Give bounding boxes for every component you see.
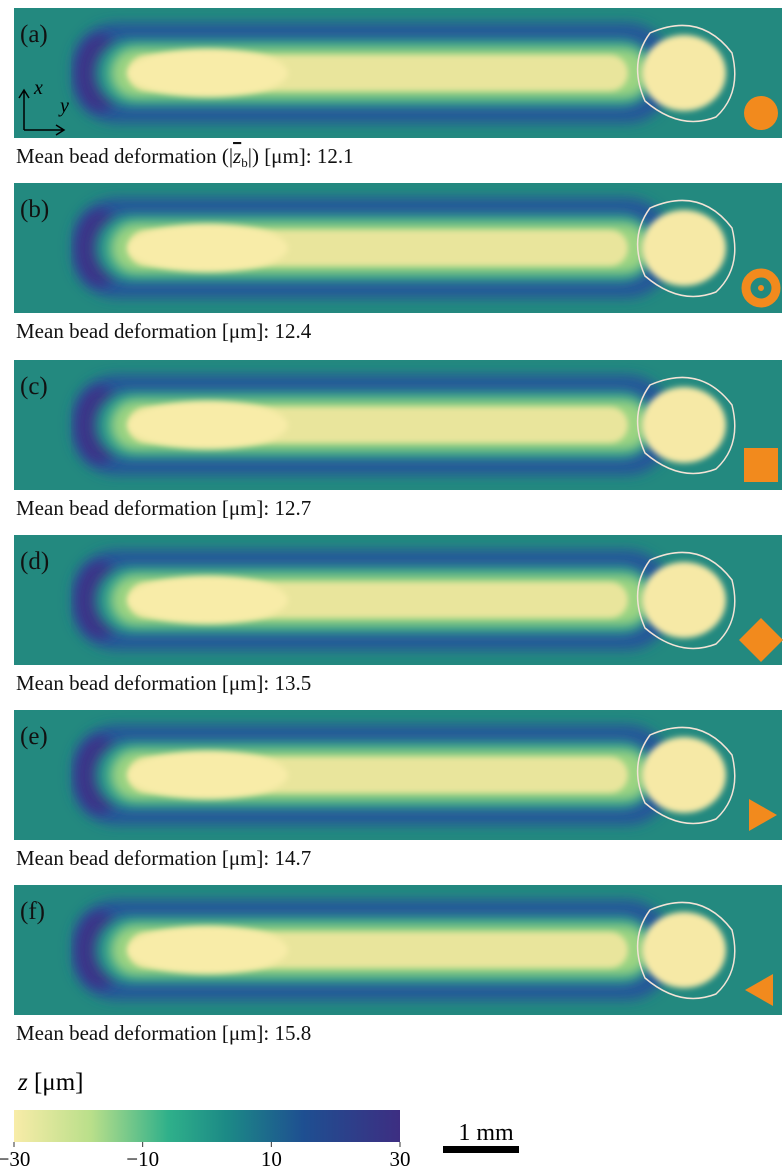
panel: (b) Mean bead deformation [μm]: 12.4 — [14, 183, 782, 343]
symbol: z — [232, 144, 241, 168]
colorbar-tick-label: −30 — [0, 1147, 30, 1168]
colorbar-tick-label: 30 — [390, 1147, 411, 1168]
marker — [744, 96, 778, 130]
caption-unit: [μm]: — [222, 671, 269, 695]
bead-head — [642, 562, 726, 638]
panel: (d) Mean bead deformation [μm]: 13.5 — [14, 535, 783, 695]
axis-arrows — [18, 88, 66, 136]
melt-pool-outline — [636, 551, 736, 650]
melt-pool-outline — [636, 199, 736, 298]
heatmap — [72, 23, 736, 123]
caption-text: Mean bead deformation — [16, 846, 217, 870]
heatmap — [72, 550, 736, 650]
colorbar-title: z [μm] — [17, 1069, 83, 1096]
bead-head — [642, 35, 726, 111]
heatmap-head — [128, 926, 288, 974]
heatmap-head — [128, 401, 288, 449]
axis-y-label: y — [58, 95, 69, 117]
scale-bar — [443, 1146, 519, 1153]
heatmap-head — [128, 751, 288, 799]
heatmap — [72, 198, 736, 298]
heatmap-head — [128, 49, 288, 97]
bead-head — [642, 210, 726, 286]
caption-unit: [μm]: — [222, 496, 269, 520]
colorbar-tick-label: 10 — [261, 1147, 282, 1168]
panel: (c) Mean bead deformation [μm]: 12.7 — [14, 360, 782, 520]
caption-value: 12.1 — [317, 144, 354, 168]
caption-unit: [μm]: — [222, 319, 269, 343]
caption-unit: [μm]: — [222, 1021, 269, 1045]
colorbar — [14, 1110, 400, 1142]
bead-head — [642, 912, 726, 988]
caption-value: 15.8 — [275, 1021, 312, 1045]
marker — [739, 618, 783, 662]
colorbar-tick-label: −10 — [126, 1147, 159, 1168]
melt-pool-outline — [636, 726, 736, 825]
colorbar-unit: [μm] — [34, 1069, 84, 1096]
marker — [745, 974, 773, 1006]
caption-text: Mean bead deformation — [16, 319, 217, 343]
axis-x-label: x — [33, 77, 43, 99]
heatmap-head — [128, 224, 288, 272]
caption: Mean bead deformation [μm]: 12.4 — [16, 319, 312, 343]
panel: (f) Mean bead deformation [μm]: 15.8 — [14, 885, 782, 1045]
caption: Mean bead deformation [μm]: 13.5 — [16, 671, 311, 695]
caption-text: Mean bead deformation — [16, 144, 217, 168]
bead-head — [642, 737, 726, 813]
caption-value: 12.4 — [275, 319, 312, 343]
symbol-sub: b — [241, 155, 248, 170]
heatmap-head — [128, 576, 288, 624]
caption: Mean bead deformation [μm]: 14.7 — [16, 846, 311, 870]
heatmap — [72, 725, 736, 825]
caption-text: Mean bead deformation — [16, 496, 217, 520]
melt-pool-outline — [636, 24, 736, 123]
bead-head — [642, 387, 726, 463]
panel-label: (b) — [20, 196, 49, 223]
caption-text: Mean bead deformation — [16, 1021, 217, 1045]
caption-value: 12.7 — [275, 496, 312, 520]
heatmap — [72, 900, 736, 1000]
heatmap — [72, 375, 736, 475]
panel-label: (f) — [20, 898, 45, 925]
panel: (a) xy Mean bead deformation (|zb|) [μm]: … — [14, 8, 782, 170]
panel-label: (c) — [20, 373, 48, 400]
panel-label: (a) — [20, 21, 48, 48]
marker-dot — [758, 285, 764, 291]
caption-value: 13.5 — [275, 671, 312, 695]
panel: (e) Mean bead deformation [μm]: 14.7 — [14, 710, 782, 870]
marker — [749, 799, 777, 831]
caption-value: 14.7 — [275, 846, 312, 870]
marker — [741, 268, 781, 308]
caption: Mean bead deformation [μm]: 15.8 — [16, 1021, 311, 1045]
panel-label: (d) — [20, 548, 49, 575]
caption-unit: [μm]: — [222, 846, 269, 870]
symbol-close: |) — [248, 144, 264, 168]
melt-pool-outline — [636, 376, 736, 475]
scale-bar-label: 1 mm — [458, 1120, 514, 1146]
caption-unit: [μm]: — [264, 144, 311, 168]
colorbar-symbol: z — [17, 1069, 28, 1096]
caption: Mean bead deformation (|zb|) [μm]: 12.1 — [16, 144, 354, 170]
caption-text: Mean bead deformation — [16, 671, 217, 695]
marker — [744, 448, 778, 482]
panel-label: (e) — [20, 723, 48, 750]
caption: Mean bead deformation [μm]: 12.7 — [16, 496, 311, 520]
melt-pool-outline — [636, 901, 736, 1000]
